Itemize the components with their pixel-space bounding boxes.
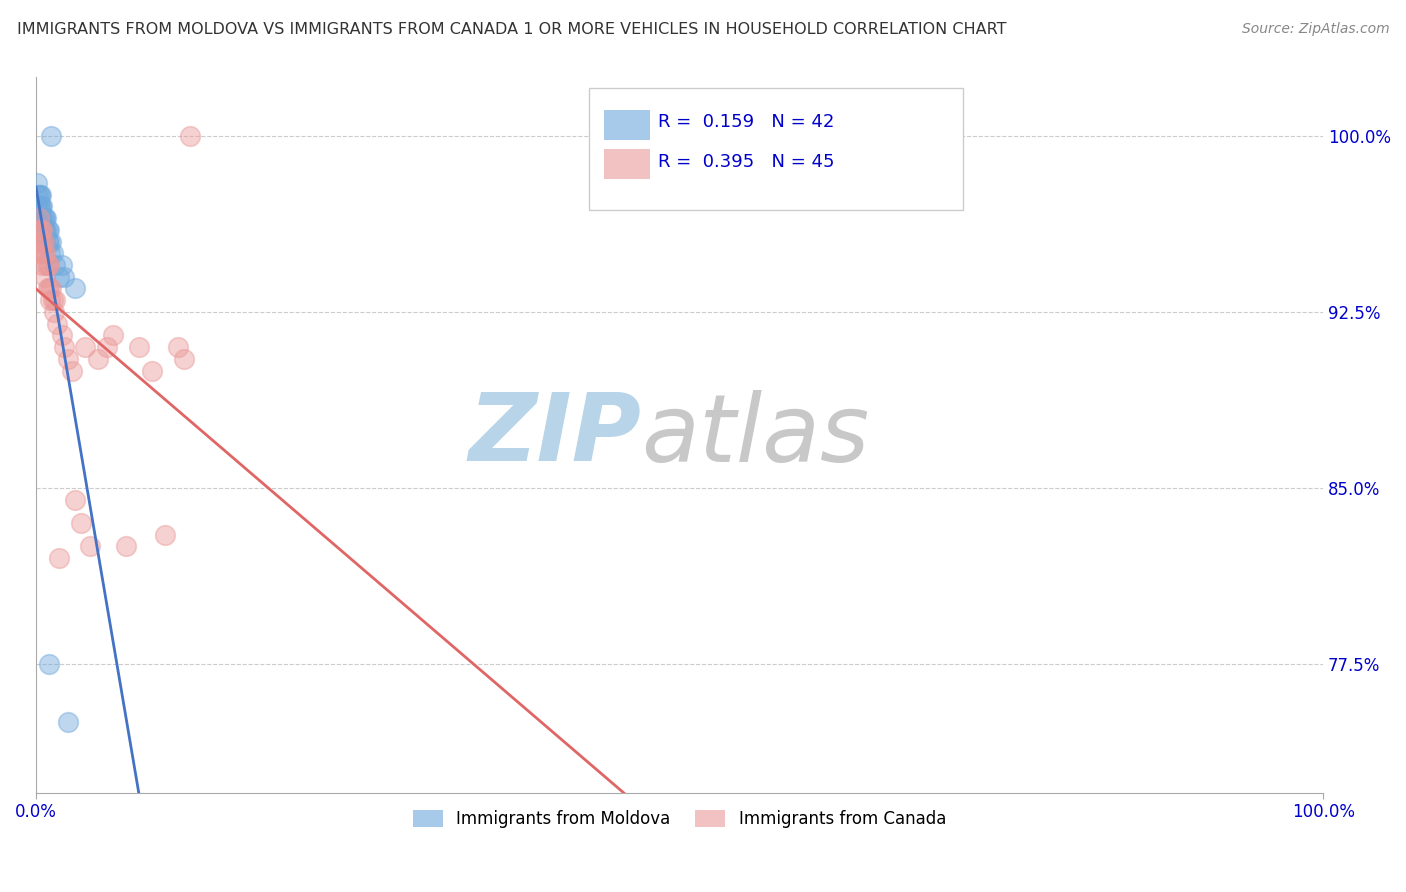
Point xyxy=(30,223,52,237)
Point xyxy=(45,317,67,331)
Point xyxy=(73,340,96,354)
Point xyxy=(42,305,65,319)
Text: ZIP: ZIP xyxy=(468,389,641,481)
Point xyxy=(27,211,49,226)
Point xyxy=(32,223,55,237)
Text: R =  0.159   N = 42: R = 0.159 N = 42 xyxy=(658,113,834,131)
Text: IMMIGRANTS FROM MOLDOVA VS IMMIGRANTS FROM CANADA 1 OR MORE VEHICLES IN HOUSEHOL: IMMIGRANTS FROM MOLDOVA VS IMMIGRANTS FR… xyxy=(17,22,1007,37)
Point xyxy=(41,293,63,308)
Point xyxy=(32,235,55,249)
Point xyxy=(38,223,60,237)
Point xyxy=(41,281,63,295)
Text: R =  0.395   N = 45: R = 0.395 N = 45 xyxy=(658,153,834,171)
Point xyxy=(30,246,52,260)
Point xyxy=(63,492,86,507)
Point xyxy=(28,199,51,213)
Point xyxy=(34,246,56,260)
Point xyxy=(25,176,48,190)
Point xyxy=(173,351,195,366)
Point xyxy=(27,223,49,237)
Point xyxy=(27,235,49,249)
Point xyxy=(31,211,53,226)
Point xyxy=(34,235,56,249)
Point xyxy=(115,540,138,554)
Point xyxy=(38,235,60,249)
Point xyxy=(31,223,53,237)
Point xyxy=(87,351,110,366)
Point xyxy=(38,258,60,272)
Point xyxy=(51,328,73,343)
Point xyxy=(56,715,79,730)
Point xyxy=(27,211,49,226)
Point xyxy=(34,223,56,237)
Point xyxy=(37,235,59,249)
Point xyxy=(96,340,118,354)
Point xyxy=(31,235,53,249)
Point xyxy=(53,269,76,284)
Point xyxy=(41,129,63,144)
Point xyxy=(41,235,63,249)
Point xyxy=(79,540,101,554)
Point xyxy=(25,223,48,237)
Point xyxy=(28,223,51,237)
Point xyxy=(25,199,48,213)
Point xyxy=(28,187,51,202)
Point xyxy=(141,363,163,377)
Point xyxy=(30,199,52,213)
Point xyxy=(44,258,66,272)
Point xyxy=(63,281,86,295)
Point xyxy=(60,363,83,377)
Point xyxy=(27,187,49,202)
FancyBboxPatch shape xyxy=(589,88,963,210)
Point xyxy=(31,258,53,272)
Point xyxy=(153,527,176,541)
Point xyxy=(37,258,59,272)
Point xyxy=(34,269,56,284)
Point xyxy=(166,340,188,354)
Point xyxy=(53,340,76,354)
Point xyxy=(101,328,124,343)
Point xyxy=(35,223,58,237)
Point xyxy=(30,187,52,202)
Point xyxy=(31,199,53,213)
Point xyxy=(30,211,52,226)
Point xyxy=(179,129,201,144)
Point xyxy=(38,657,60,671)
FancyBboxPatch shape xyxy=(603,149,650,179)
Text: atlas: atlas xyxy=(641,390,869,481)
Point xyxy=(35,211,58,226)
Point xyxy=(51,258,73,272)
Point xyxy=(35,258,58,272)
Point xyxy=(38,281,60,295)
Point xyxy=(70,516,93,530)
Point xyxy=(27,199,49,213)
Point xyxy=(41,246,63,260)
Point xyxy=(28,223,51,237)
Point xyxy=(31,235,53,249)
Point xyxy=(31,223,53,237)
Point xyxy=(32,246,55,260)
Point xyxy=(48,551,70,566)
Point xyxy=(37,223,59,237)
Point xyxy=(39,293,62,308)
Point xyxy=(32,211,55,226)
Text: Source: ZipAtlas.com: Source: ZipAtlas.com xyxy=(1241,22,1389,37)
Legend: Immigrants from Moldova, Immigrants from Canada: Immigrants from Moldova, Immigrants from… xyxy=(406,803,953,834)
FancyBboxPatch shape xyxy=(603,110,650,140)
Point xyxy=(44,293,66,308)
Point xyxy=(32,235,55,249)
Point xyxy=(39,246,62,260)
Point xyxy=(48,269,70,284)
Point xyxy=(28,235,51,249)
Point xyxy=(30,223,52,237)
Point xyxy=(37,281,59,295)
Point xyxy=(34,211,56,226)
Point xyxy=(128,340,150,354)
Point xyxy=(28,211,51,226)
Point xyxy=(25,187,48,202)
Point xyxy=(28,246,51,260)
Point xyxy=(56,351,79,366)
